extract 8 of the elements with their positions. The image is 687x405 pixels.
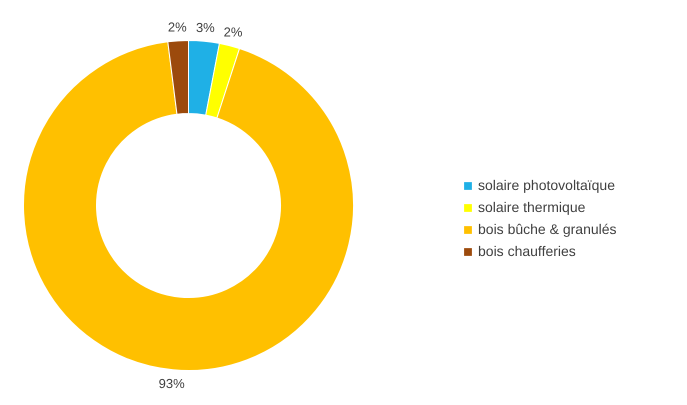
legend-label: solaire photovoltaïque bbox=[478, 176, 615, 194]
data-label: 3% bbox=[196, 20, 216, 35]
legend-label: solaire thermique bbox=[478, 198, 586, 216]
legend-label: bois chaufferies bbox=[478, 242, 576, 260]
data-label: 93% bbox=[158, 376, 186, 392]
data-label: 2% bbox=[224, 24, 243, 40]
legend-label: bois bûche & granulés bbox=[478, 220, 617, 238]
data-label: 2% bbox=[168, 19, 188, 34]
